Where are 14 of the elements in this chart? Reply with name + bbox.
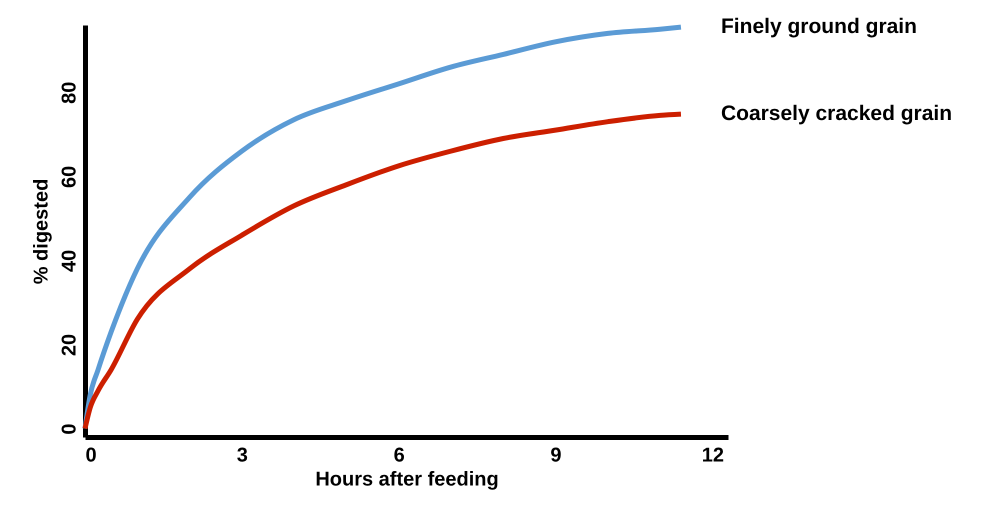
series-label: Coarsely cracked grain <box>720 102 952 126</box>
series-label: Finely ground grain <box>720 15 917 38</box>
x-tick-label: 3 <box>236 444 248 466</box>
y-tick-label: 20 <box>58 334 80 356</box>
x-tick-label: 0 <box>86 444 97 466</box>
y-axis-title: % digested <box>30 178 52 284</box>
y-tick-label: 40 <box>58 250 80 272</box>
y-tick-label: 60 <box>58 166 80 188</box>
x-tick-label: 12 <box>702 444 724 466</box>
y-tick-label: 0 <box>58 424 80 435</box>
x-tick-label: 9 <box>550 444 562 466</box>
x-tick-label: 6 <box>394 444 405 466</box>
x-axis-title: Hours after feeding <box>315 468 499 490</box>
y-tick-label: 80 <box>58 82 80 104</box>
